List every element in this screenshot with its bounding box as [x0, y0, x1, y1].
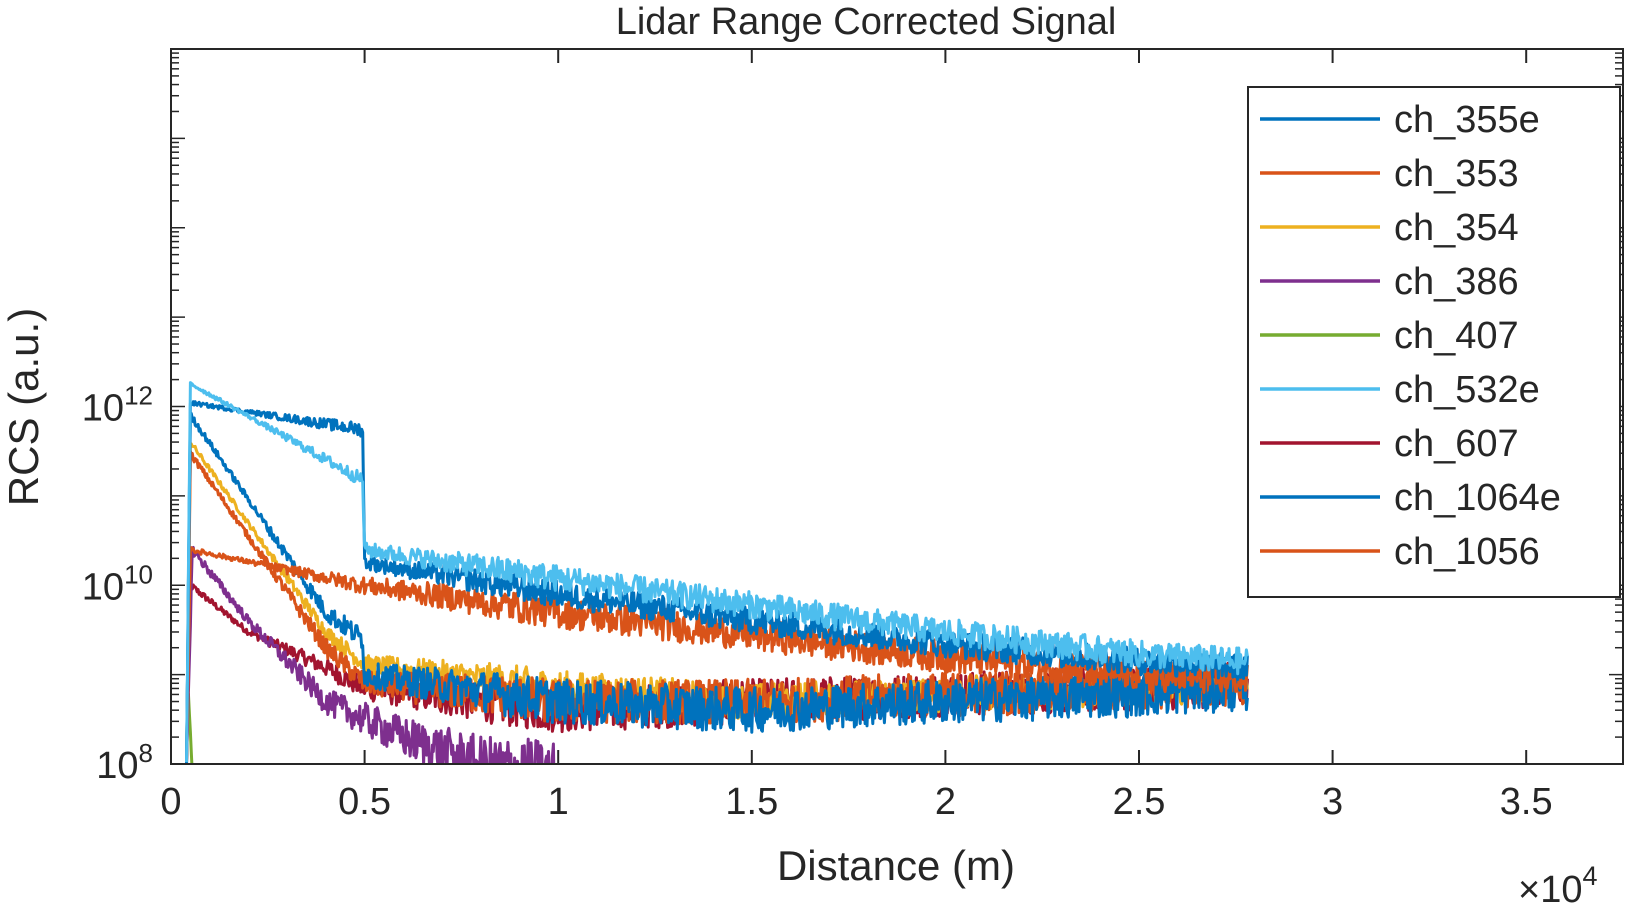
series-line-ch_532e	[185, 381, 1249, 763]
x-tick-label: 0	[160, 781, 181, 823]
series-layer	[185, 381, 1249, 764]
legend-label: ch_355e	[1394, 99, 1540, 141]
x-tick-label: 0.5	[338, 781, 391, 823]
legend-label: ch_532e	[1394, 369, 1540, 411]
series-line-ch_355e	[185, 412, 1249, 764]
x-tick-label: 3.5	[1500, 781, 1553, 823]
legend-label: ch_353	[1394, 153, 1519, 195]
y-tick-label: 1012	[82, 381, 153, 430]
legend-label: ch_407	[1394, 315, 1519, 357]
x-tick-label: 1	[548, 781, 569, 823]
legend-label: ch_607	[1394, 423, 1519, 465]
legend-label: ch_354	[1394, 207, 1519, 249]
x-multiplier: ×104	[1518, 861, 1598, 906]
y-tick-label: 1010	[82, 559, 153, 608]
legend: ch_355e ch_353 ch_354 ch_386 ch_407 ch_532ech…	[1247, 86, 1621, 598]
legend-label: ch_1064e	[1394, 477, 1561, 519]
chart-title: Lidar Range Corrected Signal	[616, 1, 1117, 43]
x-axis-label: Distance (m)	[777, 842, 1015, 889]
x-axis: 0 0.5 1 1.5 2 2.5 3 3.5	[160, 49, 1553, 823]
x-tick-label: 2.5	[1113, 781, 1166, 823]
series-line-ch_1056	[185, 546, 1249, 763]
x-tick-label: 1.5	[725, 781, 778, 823]
legend-label: ch_386	[1394, 261, 1519, 303]
legend-label: ch_1056	[1394, 531, 1540, 573]
x-tick-label: 3	[1322, 781, 1343, 823]
series-line-ch_386	[185, 546, 556, 764]
y-axis-label: RCS (a.u.)	[0, 308, 47, 506]
y-tick-label: 108	[96, 738, 153, 787]
x-tick-label: 2	[935, 781, 956, 823]
